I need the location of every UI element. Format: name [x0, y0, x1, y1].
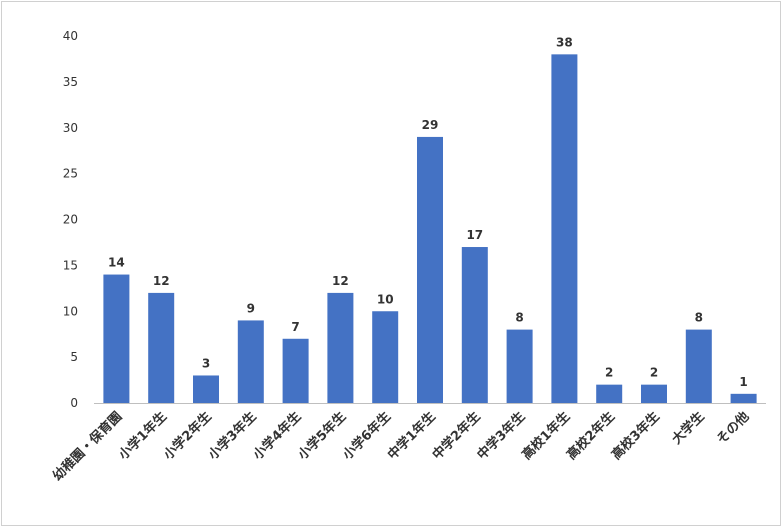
y-tick-label: 20	[63, 213, 78, 227]
bar	[506, 329, 533, 403]
data-label: 8	[695, 311, 703, 325]
x-tick-label: 高校3年生	[608, 409, 662, 463]
bar	[372, 311, 399, 403]
x-tick-label: 中学3年生	[474, 409, 528, 463]
data-label: 2	[650, 366, 658, 380]
bar	[641, 384, 667, 403]
y-tick-label: 10	[63, 304, 78, 318]
data-labels: 14 12 3 9 7 12 10 29 17 8 38 2 2 8 1	[108, 35, 748, 388]
y-tick-label: 25	[63, 167, 78, 181]
bar	[237, 320, 264, 403]
data-label: 8	[515, 311, 523, 325]
data-label: 7	[291, 320, 299, 334]
data-label: 14	[108, 256, 125, 270]
x-tick-label: 中学2年生	[429, 409, 483, 463]
bar	[596, 384, 623, 403]
x-tick-label: 小学6年生	[340, 409, 394, 463]
bar	[327, 292, 354, 403]
data-label: 38	[556, 35, 573, 49]
y-tick-label: 35	[63, 75, 78, 89]
y-tick-label: 40	[63, 29, 78, 43]
data-label: 9	[247, 301, 255, 315]
x-tick-label: 小学3年生	[205, 409, 259, 463]
x-tick-label: 大学生	[669, 409, 708, 448]
bars	[103, 54, 757, 404]
x-tick-label: 高校1年生	[519, 409, 573, 463]
x-tick-label: 小学4年生	[250, 409, 304, 463]
bar	[730, 393, 757, 403]
bar	[148, 292, 175, 403]
x-tick-label: 高校2年生	[564, 409, 618, 463]
x-tick-label: 小学5年生	[295, 409, 349, 463]
bar	[551, 54, 578, 403]
data-label: 29	[422, 118, 439, 132]
y-tick-label: 0	[70, 396, 78, 410]
data-label: 1	[739, 375, 747, 389]
data-label: 17	[466, 228, 483, 242]
bar	[461, 247, 488, 403]
y-tick-label: 30	[63, 121, 78, 135]
y-tick-label: 5	[70, 350, 78, 364]
data-label: 10	[377, 292, 394, 306]
data-label: 12	[332, 274, 349, 288]
x-tick-label: 小学2年生	[160, 409, 214, 463]
bar	[282, 338, 309, 403]
bar	[193, 375, 219, 403]
bar	[103, 274, 130, 403]
data-label: 2	[605, 366, 613, 380]
bar	[417, 136, 443, 404]
data-label: 12	[153, 274, 170, 288]
y-axis: 0 5 10 15 20 25 30 35 40	[63, 29, 78, 410]
x-tick-label: 中学1年生	[384, 409, 438, 463]
data-label: 3	[202, 356, 210, 370]
bar	[685, 329, 712, 403]
y-tick-label: 15	[63, 258, 78, 272]
x-tick-label: その他	[714, 409, 753, 448]
x-axis: 幼稚園・保育園小学1年生小学2年生小学3年生小学4年生小学5年生小学6年生中学1…	[50, 403, 766, 485]
x-tick-label: 幼稚園・保育園	[50, 409, 126, 485]
x-tick-label: 小学1年生	[116, 409, 170, 463]
